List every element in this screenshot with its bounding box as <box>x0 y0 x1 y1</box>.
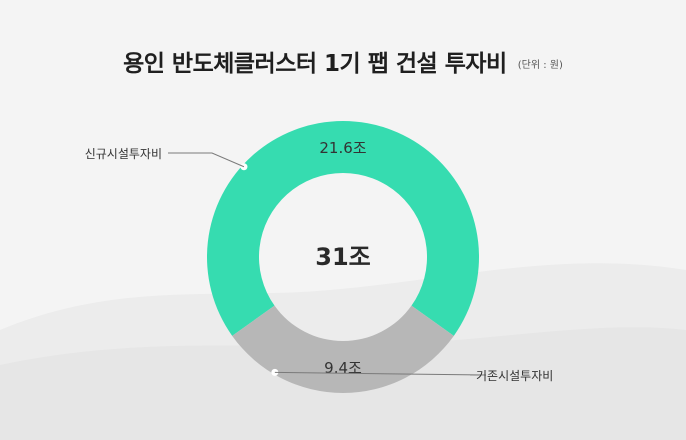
callout-line-1 <box>168 152 245 168</box>
callout-label-1: 신규시설투자비 <box>85 147 162 161</box>
donut-slice-2 <box>232 305 454 393</box>
callout-label-2: 기존시설투자비 <box>476 369 553 383</box>
donut-slice-1 <box>207 121 479 336</box>
callout-line-2 <box>274 371 487 376</box>
slice-value-label-1: 21.6조 <box>319 139 366 157</box>
center-label: 31조 <box>315 243 370 271</box>
unit-note: (단위 : 원) <box>517 60 563 71</box>
title-row: 용인 반도체클러스터 1기 팹 건설 투자비 (단위 : 원) <box>0 44 686 78</box>
slice-value-label-2: 9.4조 <box>324 359 362 377</box>
chart-title: 용인 반도체클러스터 1기 팹 건설 투자비 <box>123 51 507 77</box>
